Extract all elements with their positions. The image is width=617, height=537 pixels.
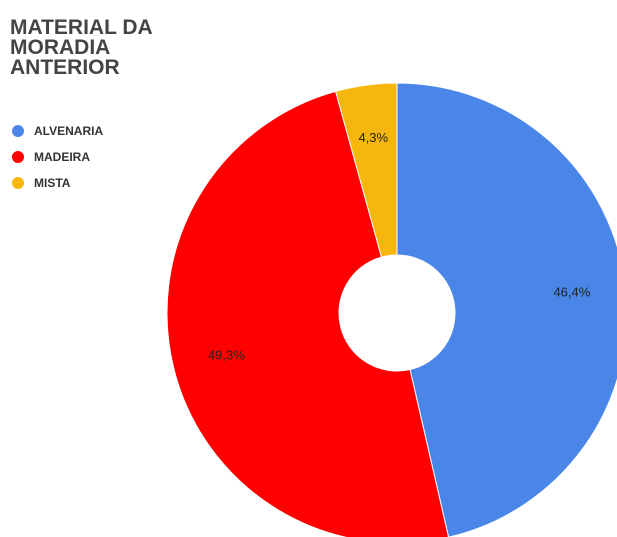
legend-swatch: [12, 151, 24, 163]
legend-swatch: [12, 177, 24, 189]
legend-label: ALVENARIA: [34, 124, 104, 138]
legend-item: MISTA: [12, 170, 103, 196]
legend-item: MADEIRA: [12, 144, 103, 170]
slice: [166, 90, 450, 537]
legend-label: MISTA: [34, 176, 71, 190]
legend-swatch: [12, 125, 24, 137]
chart-title: MATERIAL DA MORADIA ANTERIOR: [10, 16, 152, 79]
slice: [396, 82, 617, 537]
slice: [334, 82, 398, 258]
legend-item: ALVENARIA: [12, 118, 103, 144]
slice-label: 46,4%: [553, 285, 590, 300]
legend: ALVENARIA MADEIRA MISTA: [12, 118, 103, 196]
legend-label: MADEIRA: [34, 150, 90, 164]
slice-label: 4,3%: [358, 130, 388, 145]
slice-label: 49,3%: [208, 348, 245, 363]
